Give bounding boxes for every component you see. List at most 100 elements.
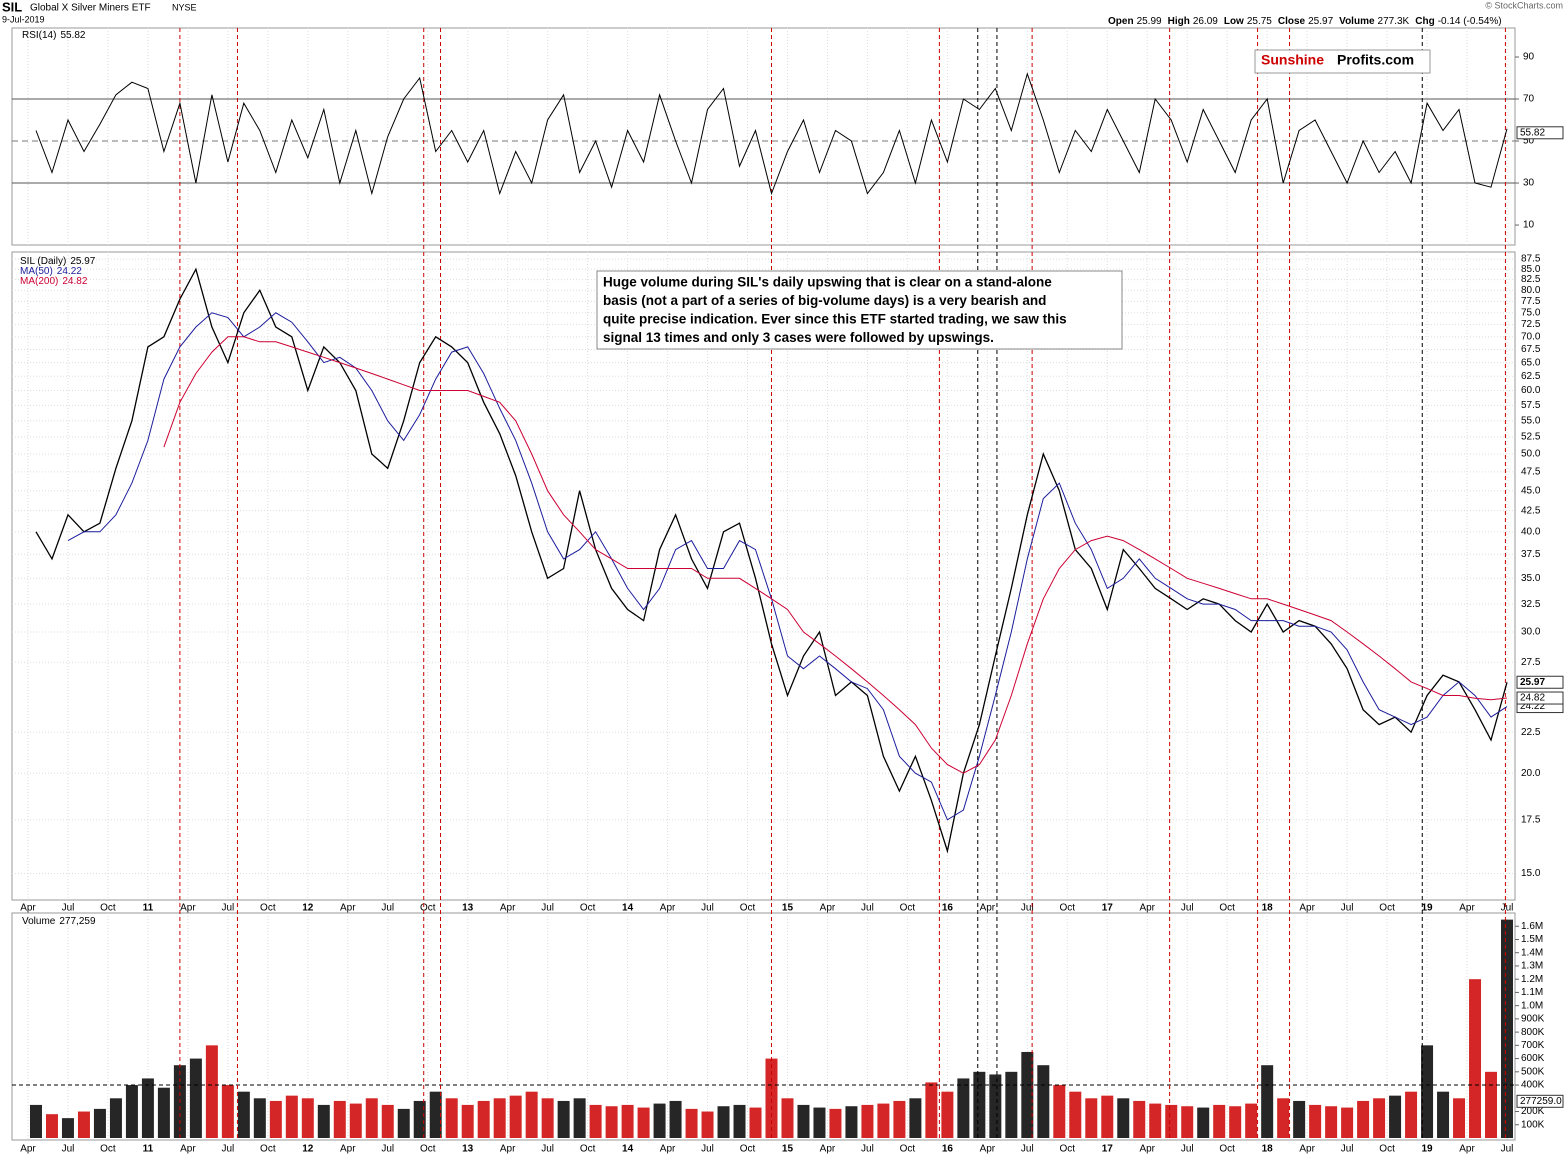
- y-tick-label: 67.5: [1521, 344, 1541, 355]
- quote-label: Close: [1278, 16, 1306, 27]
- volume-bar: [269, 1100, 282, 1138]
- annotation-box: [596, 270, 1123, 350]
- legend-entry: RSI(14) 55.82: [22, 30, 86, 41]
- volume-bar: [429, 1091, 442, 1138]
- value-tag: [1516, 691, 1564, 705]
- x-tick-label: Jul: [221, 903, 234, 914]
- y-tick-label: 32.5: [1521, 599, 1541, 610]
- volume-bar: [1357, 1100, 1370, 1138]
- x-tick-label: Jul: [861, 903, 874, 914]
- x-tick-label: Jul: [62, 1144, 75, 1155]
- quote-label: Volume: [1339, 16, 1375, 27]
- y-tick-label: 57.5: [1521, 400, 1541, 411]
- logo-sunshine: Sunshine: [1261, 52, 1324, 68]
- x-tick-label: Oct: [1219, 1144, 1235, 1155]
- volume-bar: [349, 1103, 362, 1138]
- legend-entry: Volume 277,259: [22, 916, 96, 927]
- value-tag-label: 277259.0: [1520, 1096, 1562, 1107]
- volume-tick-label: 500K: [1521, 1066, 1545, 1077]
- y-tick-label: 72.5: [1521, 319, 1541, 330]
- logo-profits: Profits.com: [1337, 52, 1414, 68]
- x-tick-label: 19: [1421, 1144, 1433, 1155]
- volume-bar: [477, 1100, 490, 1138]
- y-tick-label: 77.5: [1521, 296, 1541, 307]
- legend-text: 24.22: [57, 266, 82, 277]
- volume-bar: [669, 1100, 682, 1138]
- x-tick-label: Oct: [1379, 1144, 1395, 1155]
- x-tick-label: Oct: [100, 1144, 116, 1155]
- volume-bar: [1053, 1085, 1066, 1138]
- x-tick-label: Jul: [381, 1144, 394, 1155]
- volume-bar: [301, 1098, 314, 1138]
- x-tick-label: Oct: [420, 903, 436, 914]
- x-tick-label: 13: [462, 1144, 474, 1155]
- x-tick-label: 14: [622, 903, 634, 914]
- x-tick-label: Apr: [1299, 903, 1315, 914]
- x-tick-label: Jul: [1501, 1144, 1514, 1155]
- volume-bar: [589, 1104, 602, 1138]
- quote-value: 25.99: [1137, 16, 1162, 27]
- volume-bar: [1149, 1103, 1162, 1138]
- x-tick-label: Jul: [62, 903, 75, 914]
- x-tick-label: Jul: [541, 1144, 554, 1155]
- x-tick-label: Jul: [1341, 903, 1354, 914]
- volume-bar: [845, 1106, 858, 1138]
- x-tick-label: Apr: [660, 1144, 676, 1155]
- y-tick-label: 75.0: [1521, 307, 1541, 318]
- volume-bar: [1309, 1104, 1322, 1138]
- volume-bar: [141, 1078, 154, 1138]
- x-tick-label: Apr: [1139, 1144, 1155, 1155]
- volume-tick-label: 700K: [1521, 1040, 1545, 1051]
- x-tick-label: 15: [782, 1144, 794, 1155]
- volume-bar: [1277, 1098, 1290, 1138]
- moving-average-line: [67, 312, 1508, 821]
- volume-bar: [1101, 1095, 1114, 1138]
- legend-text: RSI(14): [22, 30, 56, 41]
- y-tick-label: 82.5: [1521, 274, 1541, 285]
- volume-bar: [749, 1107, 762, 1138]
- x-tick-label: Jul: [1021, 903, 1034, 914]
- volume-tick-label: 1.6M: [1521, 921, 1543, 932]
- x-tick-label: Jul: [1181, 903, 1194, 914]
- moving-average-line: [163, 336, 1508, 774]
- x-tick-label: Apr: [1139, 903, 1155, 914]
- volume-bar: [1021, 1051, 1034, 1138]
- x-tick-label: Jul: [1501, 903, 1514, 914]
- x-tick-label: Oct: [260, 1144, 276, 1155]
- volume-bar: [333, 1100, 346, 1138]
- quote-label: Chg: [1415, 16, 1434, 27]
- volume-bar: [925, 1082, 938, 1138]
- legend-text: MA(50): [20, 266, 53, 277]
- x-tick-label: Oct: [1060, 903, 1076, 914]
- legend-text: 277,259: [59, 916, 96, 927]
- volume-bar: [1469, 979, 1482, 1138]
- x-tick-label: Jul: [701, 1144, 714, 1155]
- y-tick-label: 50.0: [1521, 449, 1541, 460]
- x-tick-label: 18: [1262, 903, 1274, 914]
- volume-bar: [941, 1091, 954, 1138]
- copyright: © StockCharts.com: [1485, 0, 1563, 10]
- x-tick-label: 15: [782, 903, 794, 914]
- volume-bar: [989, 1074, 1002, 1138]
- volume-bar: [205, 1045, 218, 1138]
- volume-bar: [61, 1118, 74, 1138]
- volume-tick-label: 1.5M: [1521, 934, 1543, 945]
- volume-bar: [365, 1098, 378, 1138]
- x-tick-label: Apr: [1299, 1144, 1315, 1155]
- volume-bar: [413, 1100, 426, 1138]
- x-tick-label: 13: [462, 903, 474, 914]
- x-tick-label: Jul: [1021, 1144, 1034, 1155]
- quote-value: 277.3K: [1378, 16, 1410, 27]
- volume-bar: [221, 1085, 234, 1138]
- x-tick-label: Apr: [180, 903, 196, 914]
- volume-bar: [1245, 1103, 1258, 1138]
- x-tick-label: Oct: [260, 903, 276, 914]
- volume-bar: [1373, 1098, 1386, 1138]
- volume-bar: [909, 1098, 922, 1138]
- quote-value: -0.14 (-0.54%): [1438, 16, 1502, 27]
- x-tick-label: 17: [1102, 903, 1114, 914]
- value-tag-label: 24.82: [1520, 693, 1545, 704]
- volume-bar: [605, 1106, 618, 1138]
- x-tick-label: Apr: [980, 903, 996, 914]
- quote-value: 25.75: [1247, 16, 1272, 27]
